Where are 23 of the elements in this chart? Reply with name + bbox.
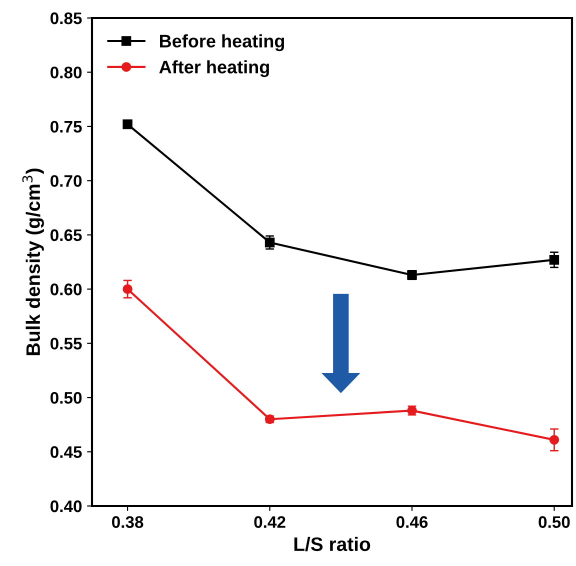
y-tick-label: 0.85 [50,12,82,24]
point [549,254,560,265]
x-tick-label: 0.50 [538,516,570,528]
x-tick-label: 0.46 [396,516,428,528]
point [549,434,560,445]
x-tick-label: 0.38 [112,516,144,528]
y-tick-label: 0.50 [50,392,82,404]
y-tick-label: 0.45 [50,446,82,458]
point [122,284,132,294]
legend-label: After heating [159,60,269,78]
y-tick-label: 0.80 [50,66,82,78]
y-tick-label: 0.75 [50,120,82,133]
x-axis-title: L/S ratio [294,536,370,552]
point [264,238,275,248]
legend-label: Before heating [160,34,284,52]
y-axis-title: Bulk density (g/cm$^{3}$) [22,168,44,356]
y-tick-label: 0.60 [50,284,82,296]
point [122,119,132,130]
x-tick-label: 0.42 [254,516,286,528]
y-tick-label: 0.40 [50,500,82,512]
y-tick-label: 0.55 [50,338,82,350]
y-tick-label: 0.70 [50,175,82,187]
y-tick-label: 0.65 [50,229,82,242]
